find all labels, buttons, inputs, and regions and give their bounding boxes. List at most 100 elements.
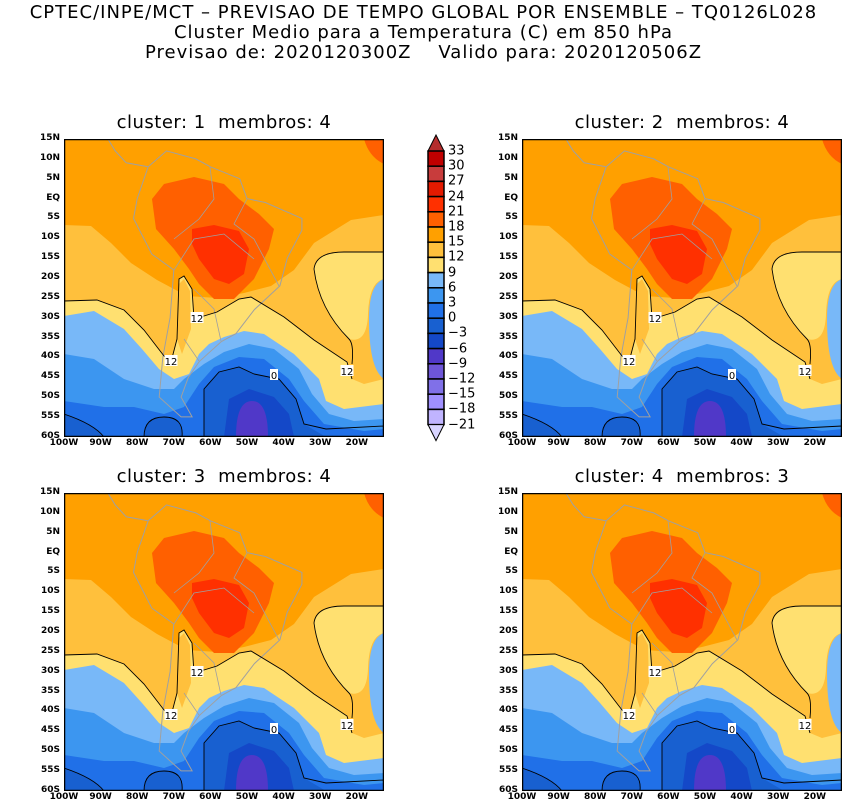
lat-tick-label: 15S [498, 606, 518, 617]
colorbar-box [427, 378, 445, 395]
colorbar-label: −21 [448, 417, 476, 433]
lon-tick-label: 60W [199, 792, 222, 802]
lat-tick-label: 45S [40, 371, 60, 382]
contour-0 [64, 720, 384, 791]
contour-label: 12 [165, 711, 178, 722]
lon-tick-label: 100W [49, 438, 79, 448]
country-borders [631, 166, 738, 362]
lat-tick-label: 50S [498, 745, 518, 756]
colorbar-label: −12 [448, 371, 476, 387]
colorbar-max-triangle [427, 134, 445, 152]
lon-tick-label: 50W [693, 438, 717, 448]
lat-tick-label: 20S [498, 271, 518, 282]
temperature-band [522, 414, 562, 437]
lon-tick-label: 30W [308, 438, 332, 448]
temperature-band [314, 252, 384, 340]
panel-title: cluster: 4 membros: 3 [574, 466, 790, 487]
contour-label-box [164, 355, 178, 366]
temperature-band [64, 768, 104, 791]
lat-tick-label: 5S [47, 212, 60, 223]
colorbar-label: 15 [448, 234, 465, 250]
lon-tick-label: 30W [766, 438, 790, 448]
contour-label: 12 [165, 357, 178, 368]
temperature-band [822, 493, 842, 518]
contour-label: 12 [341, 367, 354, 378]
contour-12 [522, 251, 842, 380]
lat-tick-label: 55S [40, 410, 60, 421]
colorbar-label: −15 [448, 386, 476, 402]
temperature-band [364, 493, 384, 518]
temperature-band [192, 579, 249, 638]
lat-tick-label: 30S [40, 311, 60, 322]
lon-tick-label: 80W [125, 438, 149, 448]
contour-label-box [798, 719, 812, 730]
lat-tick-label: 50S [40, 745, 60, 756]
contour-label-box [164, 709, 178, 720]
temperature-band [772, 252, 842, 340]
lon-tick-label: 40W [730, 792, 753, 802]
panel-title: cluster: 1 membros: 4 [116, 112, 332, 133]
lat-tick-label: 15N [39, 487, 60, 497]
colorbar-label: 9 [448, 265, 457, 281]
temperature-band [177, 279, 191, 354]
lat-tick-label: 35S [40, 331, 60, 342]
coastline [107, 493, 303, 772]
lon-tick-label: 20W [345, 792, 369, 802]
temperature-band [827, 279, 842, 379]
lon-tick-label: 70W [162, 792, 186, 802]
contour-label: 0 [729, 725, 735, 736]
lat-tick-label: 45S [498, 371, 518, 382]
lon-tick-label: 100W [49, 792, 79, 802]
contour-label: 12 [799, 721, 812, 732]
lon-tick-label: 30W [766, 792, 790, 802]
lon-tick-label: 60W [657, 438, 680, 448]
colorbar-graphic [427, 134, 445, 442]
contour-label: 0 [729, 371, 735, 382]
temperature-band [694, 755, 726, 791]
colorbar-box [427, 302, 445, 319]
lat-tick-label: 35S [498, 685, 518, 696]
coastline [565, 493, 761, 772]
contour-label: 12 [799, 367, 812, 378]
colorbar-label: 6 [448, 280, 457, 296]
temperature-band [144, 417, 183, 437]
contour-label-box [340, 719, 354, 730]
lon-tick-label: 80W [125, 792, 149, 802]
lat-tick-label: 50S [498, 391, 518, 402]
map-frame [64, 493, 384, 791]
lat-tick-label: 35S [40, 685, 60, 696]
colorbar-label: 30 [448, 158, 465, 174]
contour-label: 12 [649, 668, 662, 679]
lon-tick-label: 50W [693, 792, 717, 802]
lat-tick-label: 55S [40, 764, 60, 775]
colorbar-label: 33 [448, 143, 465, 159]
lat-tick-label: 15S [40, 606, 60, 617]
temperature-band [635, 633, 649, 708]
lat-tick-label: 30S [498, 311, 518, 322]
lat-tick-label: 20S [40, 625, 60, 636]
lon-tick-label: 40W [272, 792, 295, 802]
lat-tick-label: 30S [498, 665, 518, 676]
lat-tick-label: 20S [498, 625, 518, 636]
contour-label-box [622, 709, 636, 720]
lat-tick-label: 5S [505, 566, 518, 577]
contour-label: 12 [649, 314, 662, 325]
colorbar-box [427, 195, 445, 213]
colorbar-box [427, 211, 445, 228]
lat-tick-label: 35S [498, 331, 518, 342]
lat-tick-label: 60S [40, 784, 60, 795]
colorbar-box [427, 317, 445, 335]
lon-tick-label: 30W [308, 792, 332, 802]
contour-label: 0 [271, 725, 277, 736]
contour-12 [64, 605, 384, 734]
lat-tick-label: 45S [40, 725, 60, 736]
colorbar-label: 3 [448, 295, 457, 311]
lat-tick-label: EQ [46, 192, 60, 203]
country-borders [631, 520, 738, 716]
map-frame [522, 139, 842, 437]
temperature-band [602, 417, 641, 437]
lon-tick-label: 60W [199, 438, 222, 448]
contour-label: 12 [191, 314, 204, 325]
temperature-band [772, 606, 842, 694]
temperature-band [694, 401, 726, 437]
